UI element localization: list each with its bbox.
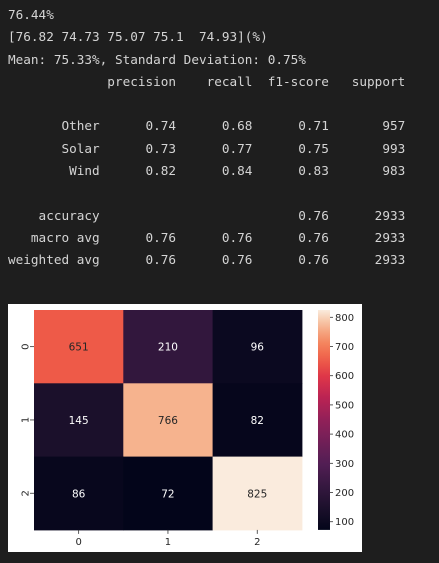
colorbar-tick-label: 700 <box>335 342 354 353</box>
report-header: recall <box>176 73 253 89</box>
colorbar-tick-label: 400 <box>335 430 354 441</box>
x-tick-label: 2 <box>254 537 260 548</box>
report-recall: 0.76 <box>176 229 253 245</box>
report-support: 2933 <box>328 229 406 245</box>
heatmap-cell <box>123 383 214 458</box>
colorbar-tick-label: 100 <box>335 517 354 528</box>
heatmap-cell-value: 82 <box>251 415 264 427</box>
report-recall: 0.77 <box>176 140 253 156</box>
y-tick-label: 2 <box>21 490 32 496</box>
colorbar-tick-label: 500 <box>335 400 354 411</box>
report-row-label: macro avg <box>8 229 100 245</box>
x-tick-label: 1 <box>165 537 171 548</box>
report-f1-score: 0.83 <box>252 163 329 179</box>
heatmap-cell-value: 145 <box>69 415 89 427</box>
report-support: 983 <box>328 163 406 179</box>
report-f1-score: 0.71 <box>252 118 329 134</box>
accuracy-line: 76.44% <box>8 7 54 22</box>
report-support: 957 <box>328 118 406 134</box>
report-header: precision <box>99 73 177 89</box>
stats-line: Mean: 75.33%, Standard Deviation: 0.75% <box>8 51 306 67</box>
heatmap-cell-value: 72 <box>161 488 174 500</box>
y-tick-label: 0 <box>21 343 32 349</box>
report-precision: 0.82 <box>99 163 177 179</box>
colorbar <box>318 310 330 530</box>
report-header: f1-score <box>252 73 329 89</box>
y-tick-label: 1 <box>21 417 32 423</box>
report-row-label: weighted avg <box>8 252 100 268</box>
heatmap-cell-value: 651 <box>69 342 89 354</box>
cell-output-text: 76.44% [76.82 74.73 75.07 75.1 74.93](%)… <box>8 4 405 272</box>
report-row-label: accuracy <box>8 207 100 223</box>
scores-line: [76.82 74.73 75.07 75.1 74.93](%) <box>8 29 268 45</box>
heatmap-cell-value: 96 <box>251 342 265 354</box>
heatmap-cell <box>123 456 214 531</box>
heatmap-cell-value: 766 <box>158 415 178 427</box>
colorbar-tick-label: 300 <box>335 459 354 470</box>
x-tick-label: 0 <box>75 537 81 548</box>
heatmap-cell <box>34 456 124 531</box>
report-header: support <box>328 73 406 89</box>
report-recall: 0.68 <box>176 118 253 134</box>
heatmap-cell <box>123 310 214 384</box>
report-f1-score: 0.76 <box>252 207 329 223</box>
report-precision: 0.76 <box>99 229 177 245</box>
report-row-label: Wind <box>8 163 100 179</box>
report-f1-score: 0.75 <box>252 140 329 156</box>
heatmap-cell-value: 825 <box>247 488 267 500</box>
report-precision: 0.73 <box>99 140 177 156</box>
confusion-matrix-heatmap: 651 210 96 145 766 82 86 72 825 0 1 2 0 1 2 100 200 300 40… <box>21 310 354 548</box>
heatmap-cell <box>212 383 303 458</box>
heatmap-cell <box>212 310 303 384</box>
heatmap-cell <box>212 456 303 531</box>
report-precision: 0.74 <box>99 118 177 134</box>
report-support: 2933 <box>328 252 406 268</box>
report-f1-score: 0.76 <box>252 229 329 245</box>
heatmap-cell-value: 86 <box>72 488 86 500</box>
confusion-matrix-figure: 651 210 96 145 766 82 86 72 825 0 1 2 0 1 2 100 200 300 40… <box>8 304 362 552</box>
report-row-label: Other <box>8 118 100 134</box>
report-recall: 0.84 <box>176 163 253 179</box>
heatmap-cell <box>34 383 124 458</box>
colorbar-tick-label: 600 <box>335 371 354 382</box>
report-support: 2933 <box>328 207 406 223</box>
classification-report: precision recall f1-score support Other … <box>8 74 405 267</box>
report-f1-score: 0.76 <box>252 252 329 268</box>
heatmap-cell-value: 210 <box>158 342 178 354</box>
report-precision <box>100 208 176 223</box>
colorbar-tick-label: 200 <box>335 488 354 499</box>
report-recall: 0.76 <box>176 252 253 268</box>
report-row-label: Solar <box>8 140 100 156</box>
report-support: 993 <box>328 140 406 156</box>
report-precision: 0.76 <box>99 252 177 268</box>
heatmap-cell <box>34 310 124 384</box>
report-recall <box>176 208 252 223</box>
colorbar-tick-label: 800 <box>335 313 354 324</box>
